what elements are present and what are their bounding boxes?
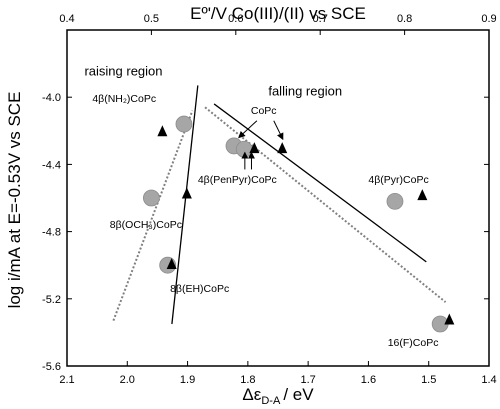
solid-fit-line xyxy=(213,103,427,263)
triangle-point xyxy=(181,187,192,199)
x-axis-title: ΔεD-A / eV xyxy=(242,385,314,407)
point-annotation: 8β(EH)CoPc xyxy=(170,283,229,295)
top-tick-label: 0.7 xyxy=(313,13,328,25)
point-annotation: 4β(Pyr)CoPc xyxy=(368,174,428,186)
top-tick-label: 0.6 xyxy=(228,13,243,25)
triangle-point xyxy=(166,258,177,270)
circle-point xyxy=(235,140,253,158)
triangle-point xyxy=(157,125,168,137)
x-tick-label: 2.1 xyxy=(59,374,74,386)
top-tick-label: 0.8 xyxy=(397,13,412,25)
x-tick-label: 1.9 xyxy=(180,374,195,386)
point-annotation: 4β(PenPyr)CoPc xyxy=(198,174,277,186)
solid-fit-line xyxy=(171,85,199,325)
point-annotation: 16(F)CoPc xyxy=(388,337,439,349)
point-annotation: 8β(OCH₃)CoPc xyxy=(110,219,182,231)
top-tick-label: 0.9 xyxy=(481,13,496,25)
top-tick-label: 0.4 xyxy=(59,13,74,25)
x-tick-label: 1.8 xyxy=(240,374,255,386)
x-axis-title-sub: D-A xyxy=(261,395,281,407)
y-tick-label: -4.0 xyxy=(42,92,61,104)
triangle-point xyxy=(277,142,288,154)
x-tick-label: 2.0 xyxy=(120,374,135,386)
circle-point xyxy=(142,189,160,207)
y-tick-label: -4.8 xyxy=(42,227,61,239)
region-label: raising region xyxy=(84,63,162,78)
y-axis-title: log i/mA at E=-0.53V vs SCE xyxy=(5,92,24,309)
annotation-arrow xyxy=(238,120,258,139)
x-axis-title-tail: / eV xyxy=(283,385,314,404)
x-tick-label: 1.7 xyxy=(300,374,315,386)
point-annotation: CoPc xyxy=(251,105,277,117)
y-tick-label: -4.4 xyxy=(42,159,61,171)
top-tick-label: 0.5 xyxy=(144,13,159,25)
dotted-fit-line xyxy=(204,106,447,303)
plot-frame xyxy=(66,29,490,367)
triangle-point xyxy=(444,313,455,325)
circle-point xyxy=(386,192,404,210)
x-tick-label: 1.4 xyxy=(481,374,496,386)
x-tick-label: 1.6 xyxy=(361,374,376,386)
triangle-point xyxy=(417,189,428,201)
point-annotation: 4β(NH₂)CoPc xyxy=(92,93,156,105)
y-tick-label: -5.6 xyxy=(42,361,61,373)
annotation-arrow xyxy=(273,120,284,141)
x-axis-title-main: Δε xyxy=(242,385,261,404)
triangle-point xyxy=(249,142,260,154)
y-tick-label: -5.2 xyxy=(42,294,61,306)
region-label: falling region xyxy=(268,84,342,99)
circle-point xyxy=(175,115,193,133)
dotted-fit-line xyxy=(112,110,194,321)
top-axis-title: Eº'/V Co(III)/(II) vs SCE xyxy=(190,4,366,23)
x-tick-label: 1.5 xyxy=(421,374,436,386)
